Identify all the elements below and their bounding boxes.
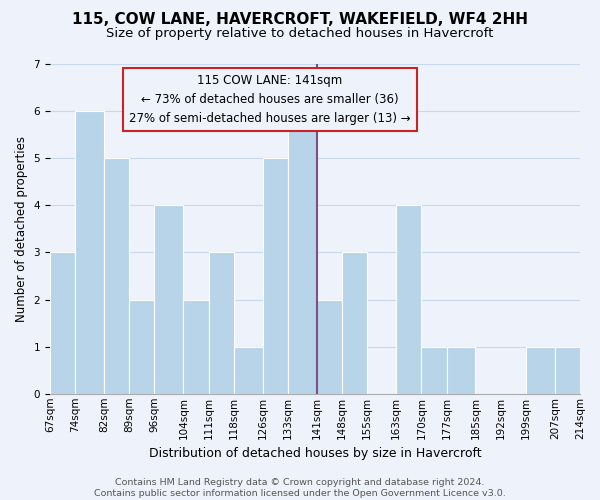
Text: Size of property relative to detached houses in Havercroft: Size of property relative to detached ho… [106, 28, 494, 40]
Bar [129, 300, 154, 394]
Bar [75, 111, 104, 394]
Bar [104, 158, 129, 394]
Bar [317, 300, 342, 394]
Bar [555, 346, 580, 394]
Bar [209, 252, 234, 394]
Bar [446, 346, 475, 394]
X-axis label: Distribution of detached houses by size in Havercroft: Distribution of detached houses by size … [149, 447, 481, 460]
Y-axis label: Number of detached properties: Number of detached properties [15, 136, 28, 322]
Text: 115 COW LANE: 141sqm
← 73% of detached houses are smaller (36)
27% of semi-detac: 115 COW LANE: 141sqm ← 73% of detached h… [129, 74, 411, 125]
Bar [184, 300, 209, 394]
Bar [342, 252, 367, 394]
Text: Contains HM Land Registry data © Crown copyright and database right 2024.
Contai: Contains HM Land Registry data © Crown c… [94, 478, 506, 498]
Bar [50, 252, 75, 394]
Bar [234, 346, 263, 394]
Bar [421, 346, 446, 394]
Text: 115, COW LANE, HAVERCROFT, WAKEFIELD, WF4 2HH: 115, COW LANE, HAVERCROFT, WAKEFIELD, WF… [72, 12, 528, 28]
Bar [526, 346, 555, 394]
Bar [396, 206, 421, 394]
Bar [288, 111, 317, 394]
Bar [263, 158, 288, 394]
Bar [154, 206, 184, 394]
